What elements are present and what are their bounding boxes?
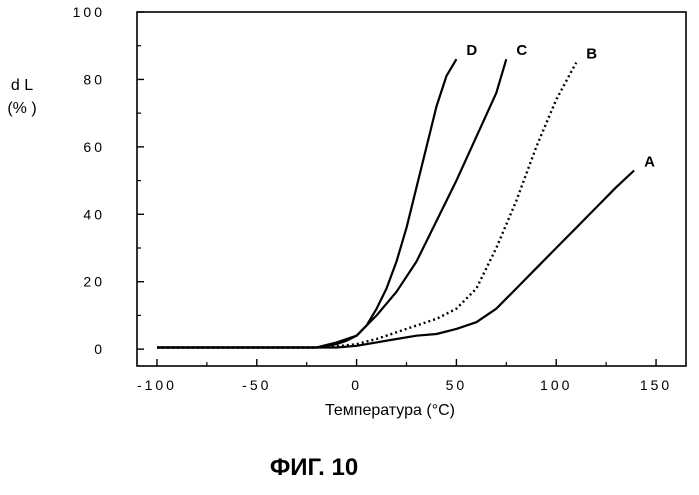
series-line-d: [157, 59, 456, 347]
series-label-a: A: [644, 153, 655, 170]
y-tick-label: 20: [83, 274, 105, 290]
x-tick-label: -100: [137, 377, 177, 393]
plot-border: [137, 12, 686, 366]
series-line-c: [157, 59, 506, 347]
series-label-d: D: [466, 42, 477, 59]
x-tick-label: 0: [351, 377, 362, 393]
series-label-c: C: [516, 42, 527, 59]
y-axis: 0 20 40 60 80 100: [73, 4, 144, 357]
x-axis-title: Температура (°С): [325, 402, 455, 419]
x-tick-label: -50: [242, 377, 271, 393]
y-axis-title-line-1: d L: [11, 77, 33, 94]
x-tick-label: 100: [540, 377, 572, 393]
y-axis-title-line-2: (% ): [7, 100, 36, 117]
series-label-b: B: [586, 46, 597, 63]
y-tick-label: 0: [94, 341, 105, 357]
x-tick-label: 50: [446, 377, 468, 393]
x-axis: -100 -50 0 50 100 150: [137, 359, 672, 393]
y-tick-label: 40: [83, 206, 105, 222]
y-tick-label: 60: [83, 139, 105, 155]
plot-frame: [137, 12, 686, 366]
figure-caption: ФИГ. 10: [270, 454, 358, 481]
series-labels: A B C D: [466, 42, 655, 170]
y-tick-label: 80: [83, 71, 105, 87]
series-lines: [157, 59, 634, 347]
x-tick-label: 150: [640, 377, 672, 393]
series-line-b: [157, 63, 576, 348]
series-line-a: [157, 171, 634, 348]
y-tick-label: 100: [73, 4, 105, 20]
